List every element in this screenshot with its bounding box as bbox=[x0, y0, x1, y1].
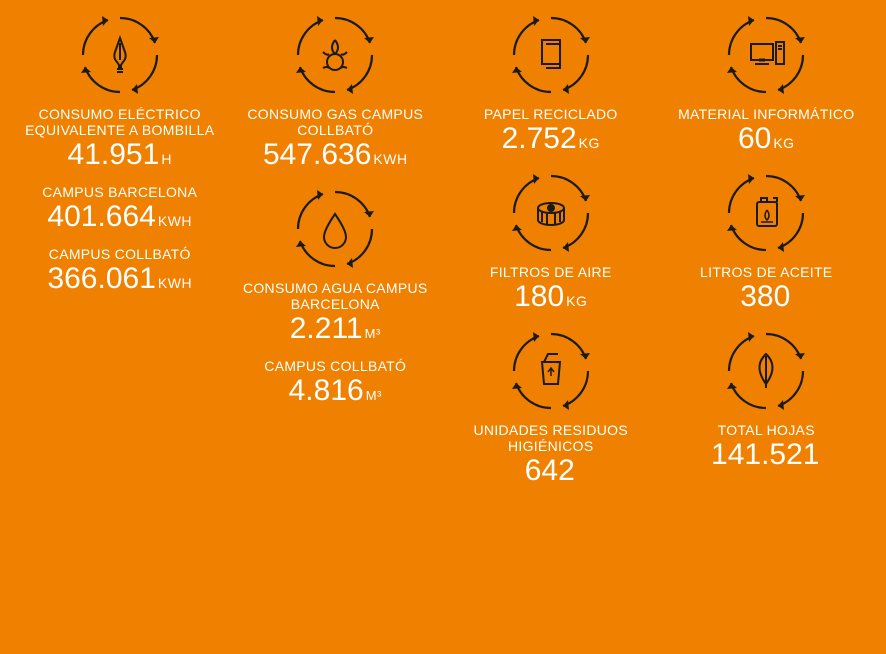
infographic-grid: CONSUMO ELÉCTRICO EQUIVALENTE A BOMBILLA… bbox=[0, 0, 886, 500]
column-it-oil-leaves: MATERIAL INFORMÁTICO 60 KG LITROS DE ACE… bbox=[663, 10, 871, 500]
value-row: 401.664 KWH bbox=[47, 202, 192, 232]
value-row: 642 bbox=[525, 456, 577, 486]
value: 547.636 bbox=[263, 140, 371, 170]
waste-bin-icon bbox=[506, 326, 596, 416]
gas-flame-icon bbox=[290, 10, 380, 100]
value-row: 141.521 bbox=[711, 440, 821, 470]
value: 642 bbox=[525, 456, 575, 486]
value-row: 180 KG bbox=[514, 282, 587, 312]
column-gas-water: CONSUMO GAS CAMPUS COLLBATÓ 547.636 KWH … bbox=[232, 10, 440, 500]
label: MATERIAL INFORMÁTICO bbox=[674, 106, 858, 122]
label: CONSUMO ELÉCTRICO EQUIVALENTE A BOMBILLA bbox=[16, 106, 224, 138]
value-row: 4.816 M³ bbox=[289, 376, 382, 406]
value: 4.816 bbox=[289, 376, 364, 406]
air-filter-icon bbox=[506, 168, 596, 258]
label: CAMPUS BARCELONA bbox=[38, 184, 201, 200]
label: CONSUMO GAS CAMPUS COLLBATÓ bbox=[232, 106, 440, 138]
value: 380 bbox=[740, 282, 790, 312]
unit: KG bbox=[566, 293, 587, 309]
value: 2.211 bbox=[290, 314, 363, 344]
column-electric: CONSUMO ELÉCTRICO EQUIVALENTE A BOMBILLA… bbox=[16, 10, 224, 500]
computer-icon bbox=[721, 10, 811, 100]
label: TOTAL HOJAS bbox=[714, 422, 819, 438]
value: 180 bbox=[514, 282, 564, 312]
water-drop-icon bbox=[290, 184, 380, 274]
value-row: 2.752 KG bbox=[502, 124, 600, 154]
unit: KWH bbox=[373, 151, 407, 167]
label: UNIDADES RESIDUOS HIGIÉNICOS bbox=[447, 422, 655, 454]
value: 366.061 bbox=[47, 264, 155, 294]
unit: KWH bbox=[158, 213, 192, 229]
value-row: 547.636 KWH bbox=[263, 140, 408, 170]
unit: KG bbox=[773, 135, 794, 151]
paper-icon bbox=[506, 10, 596, 100]
value: 41.951 bbox=[68, 140, 160, 170]
value: 2.752 bbox=[502, 124, 577, 154]
value: 141.521 bbox=[711, 440, 819, 470]
oil-can-icon bbox=[721, 168, 811, 258]
unit: h bbox=[161, 151, 172, 167]
value-row: 380 bbox=[740, 282, 792, 312]
value-row: 60 KG bbox=[738, 124, 795, 154]
label: LITROS DE ACEITE bbox=[696, 264, 836, 280]
label: FILTROS DE AIRE bbox=[486, 264, 616, 280]
label: PAPEL RECICLADO bbox=[480, 106, 622, 122]
unit: M³ bbox=[365, 326, 381, 341]
value: 60 bbox=[738, 124, 771, 154]
unit: M³ bbox=[366, 388, 382, 403]
bulb-icon bbox=[75, 10, 165, 100]
unit: KG bbox=[579, 135, 600, 151]
label: CAMPUS COLLBATÓ bbox=[45, 246, 195, 262]
column-paper-filter-waste: PAPEL RECICLADO 2.752 KG FILTROS DE AIRE bbox=[447, 10, 655, 500]
value-row: 2.211 M³ bbox=[290, 314, 381, 344]
value-row: 41.951 h bbox=[68, 140, 172, 170]
leaf-icon bbox=[721, 326, 811, 416]
value: 401.664 bbox=[47, 202, 155, 232]
unit: KWH bbox=[158, 275, 192, 291]
value-row: 366.061 KWH bbox=[47, 264, 192, 294]
label: CONSUMO AGUA CAMPUS BARCELONA bbox=[232, 280, 440, 312]
label: CAMPUS COLLBATÓ bbox=[260, 358, 410, 374]
